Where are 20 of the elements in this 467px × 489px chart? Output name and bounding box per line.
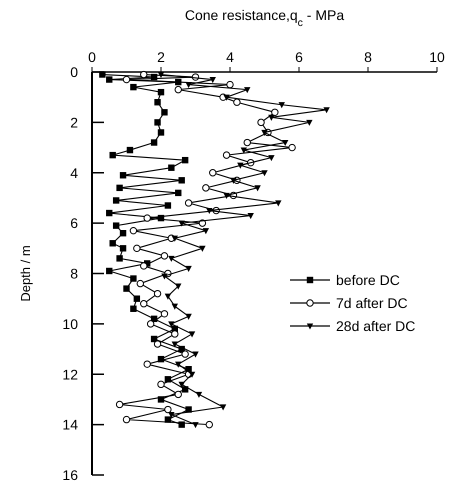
legend-label: 28d after DC <box>336 318 416 334</box>
x-tick-label: 4 <box>226 49 234 65</box>
x-axis-title: Cone resistance,q$_{c}$ - MPa <box>184 7 344 29</box>
y-tick-label: 4 <box>70 164 78 181</box>
x-tick-label: 2 <box>157 49 166 65</box>
y-tick-label: 16 <box>62 467 78 483</box>
x-tick-label: 10 <box>429 49 445 65</box>
y-axis-title: Depth / m <box>18 245 33 302</box>
x-tick-label: 8 <box>364 49 372 65</box>
y-tick-label: 10 <box>62 316 78 332</box>
y-tick-label: 0 <box>70 64 78 80</box>
y-tick-label: 6 <box>70 215 78 232</box>
legend-label: before DC <box>336 272 400 288</box>
x-tick-label: 6 <box>295 49 304 65</box>
y-tick-label: 2 <box>70 114 78 130</box>
legend-label: 7d after DC <box>336 295 408 311</box>
y-tick-label: 12 <box>62 366 78 382</box>
x-tick-label: 0 <box>88 49 96 65</box>
y-tick-label: 8 <box>70 266 78 282</box>
y-tick-label: 14 <box>62 416 78 433</box>
